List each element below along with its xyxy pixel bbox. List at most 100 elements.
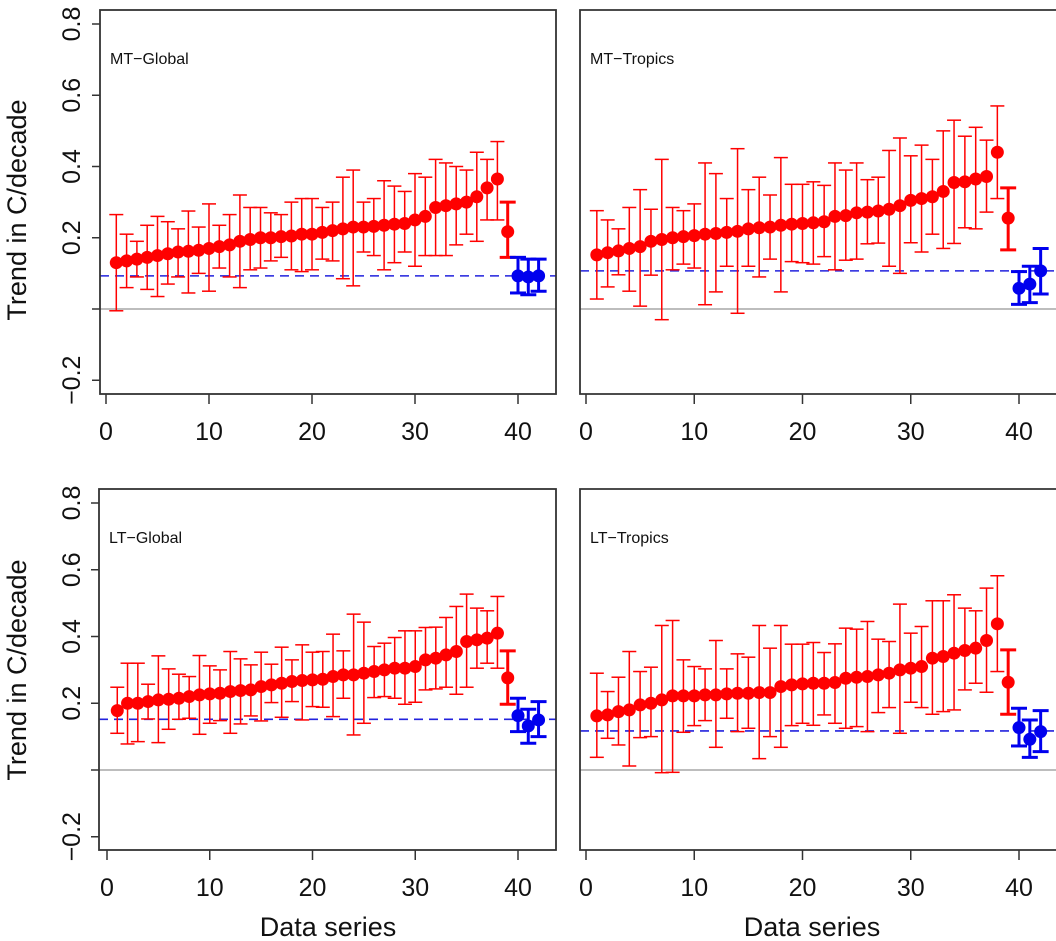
- y-tick-label: 0.2: [58, 686, 86, 721]
- model-point: [676, 230, 690, 244]
- model-point: [336, 668, 350, 682]
- model-point: [192, 688, 206, 702]
- model-point: [315, 225, 329, 239]
- model-point: [223, 238, 237, 252]
- x-tick-label: 20: [299, 874, 327, 902]
- model-point: [871, 668, 885, 682]
- model-point: [839, 209, 853, 223]
- model-point: [882, 202, 896, 216]
- model-point: [720, 225, 734, 239]
- panel-frame: [98, 488, 557, 851]
- model-point: [590, 248, 604, 262]
- model-point: [698, 227, 712, 241]
- model-point: [429, 651, 443, 665]
- model-point: [357, 666, 371, 680]
- y-tick-label: 0.8: [58, 486, 86, 521]
- model-point: [109, 256, 123, 270]
- y-tick-label: 0.4: [58, 149, 86, 184]
- model-point: [860, 670, 874, 684]
- model-point: [741, 686, 755, 700]
- model-point: [871, 204, 885, 218]
- x-tick-label: 30: [897, 418, 925, 446]
- x-tick-label: 30: [401, 418, 429, 446]
- model-point: [295, 674, 309, 688]
- model-point: [785, 217, 799, 231]
- model-point: [709, 226, 723, 240]
- model-point: [796, 217, 809, 230]
- model-point: [295, 227, 309, 241]
- model-point: [439, 648, 453, 662]
- model-point: [958, 644, 972, 658]
- model-point: [655, 233, 669, 247]
- model-point: [980, 634, 994, 648]
- panel-title: MT−Global: [110, 51, 189, 68]
- panel-top-left: MT−Global 0 10 20 30 40 −0.2 0.2 0.4 0.6 0.8: [58, 7, 557, 446]
- model-point: [429, 200, 443, 214]
- model-point: [161, 247, 175, 261]
- model-point: [460, 635, 474, 649]
- model-point: [274, 230, 288, 244]
- model-point: [110, 704, 124, 718]
- model-point: [408, 213, 422, 227]
- observation-point: [511, 709, 525, 723]
- model-point: [893, 663, 907, 677]
- model-point: [882, 666, 896, 680]
- y-tick-label: 0.2: [58, 220, 86, 255]
- panel-frame: [579, 9, 1056, 395]
- model-point: [408, 660, 422, 674]
- x-tick-label: 40: [504, 874, 532, 902]
- model-point: [796, 677, 809, 691]
- model-point: [980, 169, 994, 183]
- model-point: [763, 686, 777, 700]
- model-point: [326, 670, 340, 684]
- model-point: [817, 676, 831, 690]
- model-point: [470, 190, 484, 204]
- model-point: [336, 222, 350, 236]
- x-axis-title-right: Data series: [744, 912, 881, 941]
- x-tick-label: 40: [504, 418, 532, 446]
- x-axis-title-left: Data series: [260, 912, 397, 941]
- model-point: [601, 246, 615, 260]
- model-point: [439, 199, 453, 213]
- model-point: [752, 221, 766, 235]
- model-point: [202, 241, 216, 255]
- model-point: [151, 693, 165, 707]
- model-point: [501, 671, 515, 685]
- model-point: [698, 688, 712, 702]
- model-point: [357, 220, 370, 234]
- panel-top-right: MT−Tropics 0 10 20 30 40: [579, 9, 1056, 446]
- model-point: [264, 231, 278, 245]
- model-point: [763, 220, 777, 234]
- model-point: [212, 240, 226, 254]
- model-point: [305, 227, 319, 241]
- model-point: [347, 668, 361, 682]
- panel-bottom-left: LT−Global 0 10 20 30 40 −0.2 0.2 0.4 0.6 0.8: [58, 486, 557, 902]
- observation-point: [1012, 281, 1026, 295]
- model-point: [752, 686, 766, 700]
- model-point: [171, 245, 185, 259]
- model-point: [622, 703, 636, 717]
- model-point: [633, 698, 647, 712]
- model-point: [687, 229, 701, 243]
- model-point: [731, 686, 745, 700]
- x-tick-label: 0: [579, 874, 593, 902]
- observation-point: [521, 719, 535, 733]
- x-tick-label: 30: [401, 874, 429, 902]
- model-point: [611, 705, 625, 719]
- model-point: [398, 217, 412, 230]
- observation-point: [1034, 725, 1048, 739]
- model-point: [915, 192, 929, 206]
- x-tick-label: 40: [1005, 874, 1033, 902]
- x-tick-label: 10: [195, 418, 223, 446]
- observation-point: [532, 269, 546, 283]
- model-point: [1001, 675, 1015, 689]
- y-tick-label: −0.2: [58, 812, 86, 861]
- model-point: [346, 220, 360, 234]
- model-point: [130, 252, 144, 266]
- x-tick-label: 0: [99, 418, 113, 446]
- model-point: [172, 691, 186, 705]
- panel-frame: [99, 9, 557, 395]
- model-point: [850, 670, 864, 684]
- model-point: [611, 244, 625, 258]
- model-point: [470, 633, 484, 647]
